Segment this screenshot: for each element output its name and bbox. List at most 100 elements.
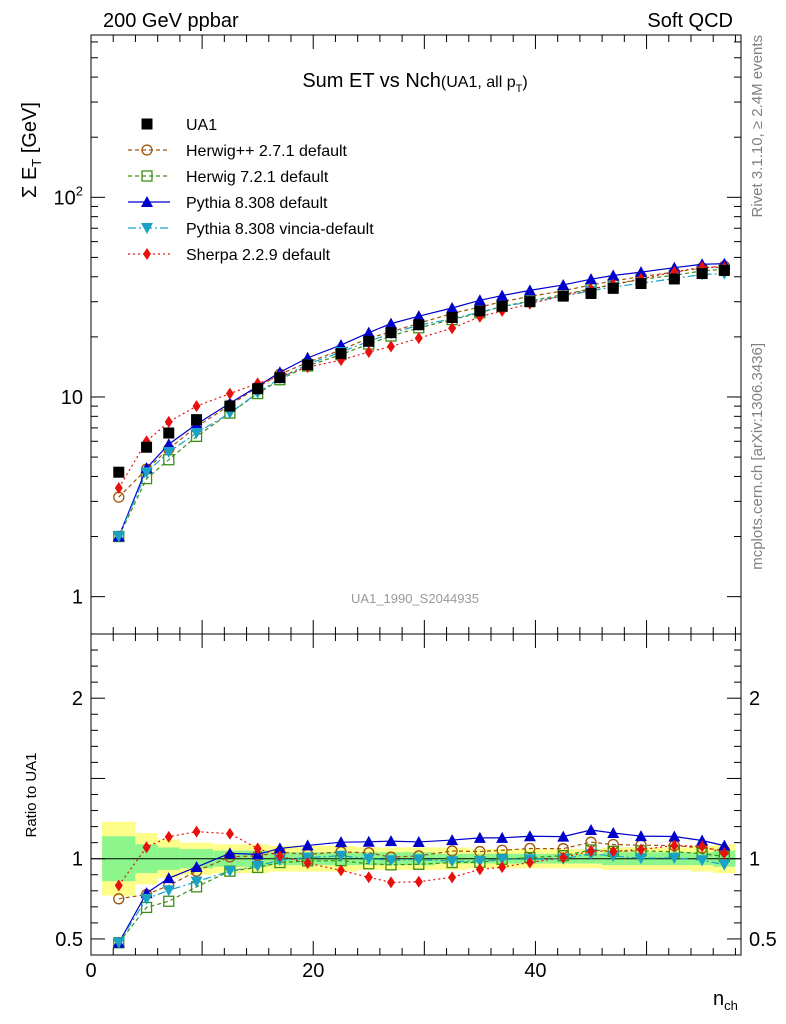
ratio-point-sherpa-2-2-9-default	[559, 851, 568, 864]
header-right-label: Soft QCD	[647, 10, 733, 32]
ratio-point-pythia-8-308-vincia-default	[335, 850, 347, 862]
ratio-point-sherpa-2-2-9-default	[225, 827, 234, 840]
point-sherpa-2-2-9-default	[225, 387, 234, 400]
ratio-point-sherpa-2-2-9-default	[364, 871, 373, 884]
series-line-pythia-8-308-default	[118, 263, 725, 537]
y-axis-label-symbol: Σ E	[19, 167, 41, 198]
main-y-tick-label-base: 1	[72, 587, 83, 609]
ratio-point-pythia-8-308-vincia-default	[362, 853, 375, 865]
point-sherpa-2-2-9-default	[387, 340, 395, 353]
ratio-point-sherpa-2-2-9-default	[720, 847, 729, 860]
ratio-y-tick-label-left: 0.5	[55, 929, 83, 951]
main-y-tick-label-base: 10	[54, 187, 76, 209]
ratio-point-pythia-8-308-default	[273, 842, 286, 854]
point-ua1	[496, 300, 508, 312]
main-y-tick-label-exponent: 2	[76, 183, 83, 198]
legend-label-herwig-2-7-1-default: Herwig++ 2.7.1 default	[186, 143, 348, 160]
series-line-pythia-8-308-vincia-default	[118, 273, 725, 537]
y-axis-label-main: Σ ET [GeV]	[19, 102, 44, 198]
ratio-y-tick-label-right: 0.5	[749, 929, 777, 951]
legend-label-herwig-7-2-1-default: Herwig 7.2.1 default	[186, 169, 329, 186]
ratio-point-sherpa-2-2-9-default	[275, 850, 284, 863]
legend-label-pythia-8-308-vincia-default: Pythia 8.308 vincia-default	[186, 221, 374, 238]
ratio-point-pythia-8-308-vincia-default	[140, 893, 153, 905]
ratio-point-pythia-8-308-vincia-default	[635, 853, 647, 865]
ratio-point-pythia-8-308-default	[635, 830, 647, 842]
ratio-line-pythia-8-308-vincia-default	[118, 853, 725, 944]
ratio-point-herwig-2-7-1-default	[524, 842, 536, 855]
ratio-point-sherpa-2-2-9-default	[525, 856, 534, 869]
ratio-point-pythia-8-308-vincia-default	[473, 856, 486, 868]
ratio-point-sherpa-2-2-9-default	[142, 841, 151, 854]
ratio-point-pythia-8-308-vincia-default	[112, 937, 125, 949]
ratio-point-herwig-7-2-1-default	[163, 895, 175, 907]
analysis-label: UA1_1990_S2044935	[351, 591, 479, 606]
ratio-point-pythia-8-308-vincia-default	[668, 852, 681, 864]
ratio-point-pythia-8-308-vincia-default	[190, 876, 203, 888]
ratio-point-sherpa-2-2-9-default	[670, 839, 679, 852]
ratio-point-sherpa-2-2-9-default	[498, 861, 507, 874]
ratio-point-pythia-8-308-vincia-default	[251, 860, 264, 872]
x-tick-label: 0	[85, 960, 96, 982]
legend-marker-herwig-7-2-1-default	[141, 170, 153, 182]
x-axis-label-index: ch	[724, 998, 738, 1013]
y-axis-label-index: T	[29, 159, 44, 167]
point-pythia-8-308-vincia-default	[190, 428, 203, 440]
point-ua1	[557, 290, 569, 302]
y-axis-label-unit: [GeV]	[19, 102, 41, 159]
chart-title-sub: (UA1, all p	[441, 74, 516, 91]
x-tick-label: 40	[524, 960, 546, 982]
point-pythia-8-308-default	[635, 266, 647, 278]
point-ua1	[474, 305, 486, 317]
ratio-point-sherpa-2-2-9-default	[114, 879, 123, 892]
point-ua1	[413, 319, 425, 331]
point-pythia-8-308-default	[412, 310, 425, 322]
ratio-point-pythia-8-308-default	[718, 839, 731, 851]
ratio-point-pythia-8-308-vincia-default	[496, 854, 509, 866]
ratio-point-pythia-8-308-default	[162, 872, 175, 884]
ratio-point-pythia-8-308-default	[412, 835, 425, 847]
point-pythia-8-308-vincia-default	[112, 531, 125, 543]
chart-title-main: Sum ET vs Nch	[302, 70, 441, 92]
point-pythia-8-308-default	[496, 289, 509, 301]
legend: UA1 Herwig++ 2.7.1 default Herwig 7.2.1 de…	[128, 117, 374, 264]
legend-marker-pythia-8-308-default	[141, 196, 153, 207]
x-axis-label-symbol: n	[713, 988, 724, 1010]
legend-label-pythia-8-308-default: Pythia 8.308 default	[186, 195, 328, 212]
series-line-herwig-2-7-1-default	[118, 265, 725, 498]
ratio-point-pythia-8-308-default	[335, 836, 347, 848]
point-pythia-8-308-default	[607, 269, 620, 281]
point-ua1	[113, 466, 125, 478]
ratio-point-sherpa-2-2-9-default	[303, 857, 312, 870]
point-ua1	[252, 383, 264, 395]
point-ua1	[163, 427, 175, 439]
main-y-tick-label: 1	[72, 587, 83, 609]
legend-marker-sherpa-2-2-9-default	[143, 248, 151, 260]
ratio-point-pythia-8-308-vincia-default	[412, 854, 425, 866]
point-ua1	[302, 359, 314, 371]
ratio-point-sherpa-2-2-9-default	[253, 842, 262, 855]
ratio-point-pythia-8-308-default	[607, 827, 620, 839]
point-pythia-8-308-vincia-default	[140, 467, 153, 479]
ratio-y-tick-label-left: 1	[72, 849, 83, 871]
ratio-point-sherpa-2-2-9-default	[609, 845, 618, 858]
point-sherpa-2-2-9-default	[414, 332, 423, 345]
point-pythia-8-308-default	[162, 438, 175, 450]
ratio-point-pythia-8-308-default	[385, 835, 397, 847]
point-pythia-8-308-vincia-default	[162, 447, 175, 459]
chart-title-sub-index: T	[516, 83, 523, 95]
point-ua1	[274, 372, 286, 384]
point-ua1	[585, 287, 597, 299]
point-ua1	[141, 441, 153, 453]
point-sherpa-2-2-9-default	[192, 400, 201, 413]
point-ua1	[635, 278, 647, 290]
mcplots-label: mcplots.cern.ch [arXiv:1306.3436]	[749, 343, 766, 570]
point-pythia-8-308-default	[473, 294, 486, 306]
series-line-sherpa-2-2-9-default	[118, 266, 725, 489]
ratio-point-herwig-2-7-1-default	[113, 893, 125, 905]
ratio-point-sherpa-2-2-9-default	[337, 864, 345, 877]
ratio-point-pythia-8-308-default	[301, 839, 314, 851]
ratio-point-pythia-8-308-default	[557, 830, 570, 842]
ratio-point-sherpa-2-2-9-default	[698, 840, 707, 853]
